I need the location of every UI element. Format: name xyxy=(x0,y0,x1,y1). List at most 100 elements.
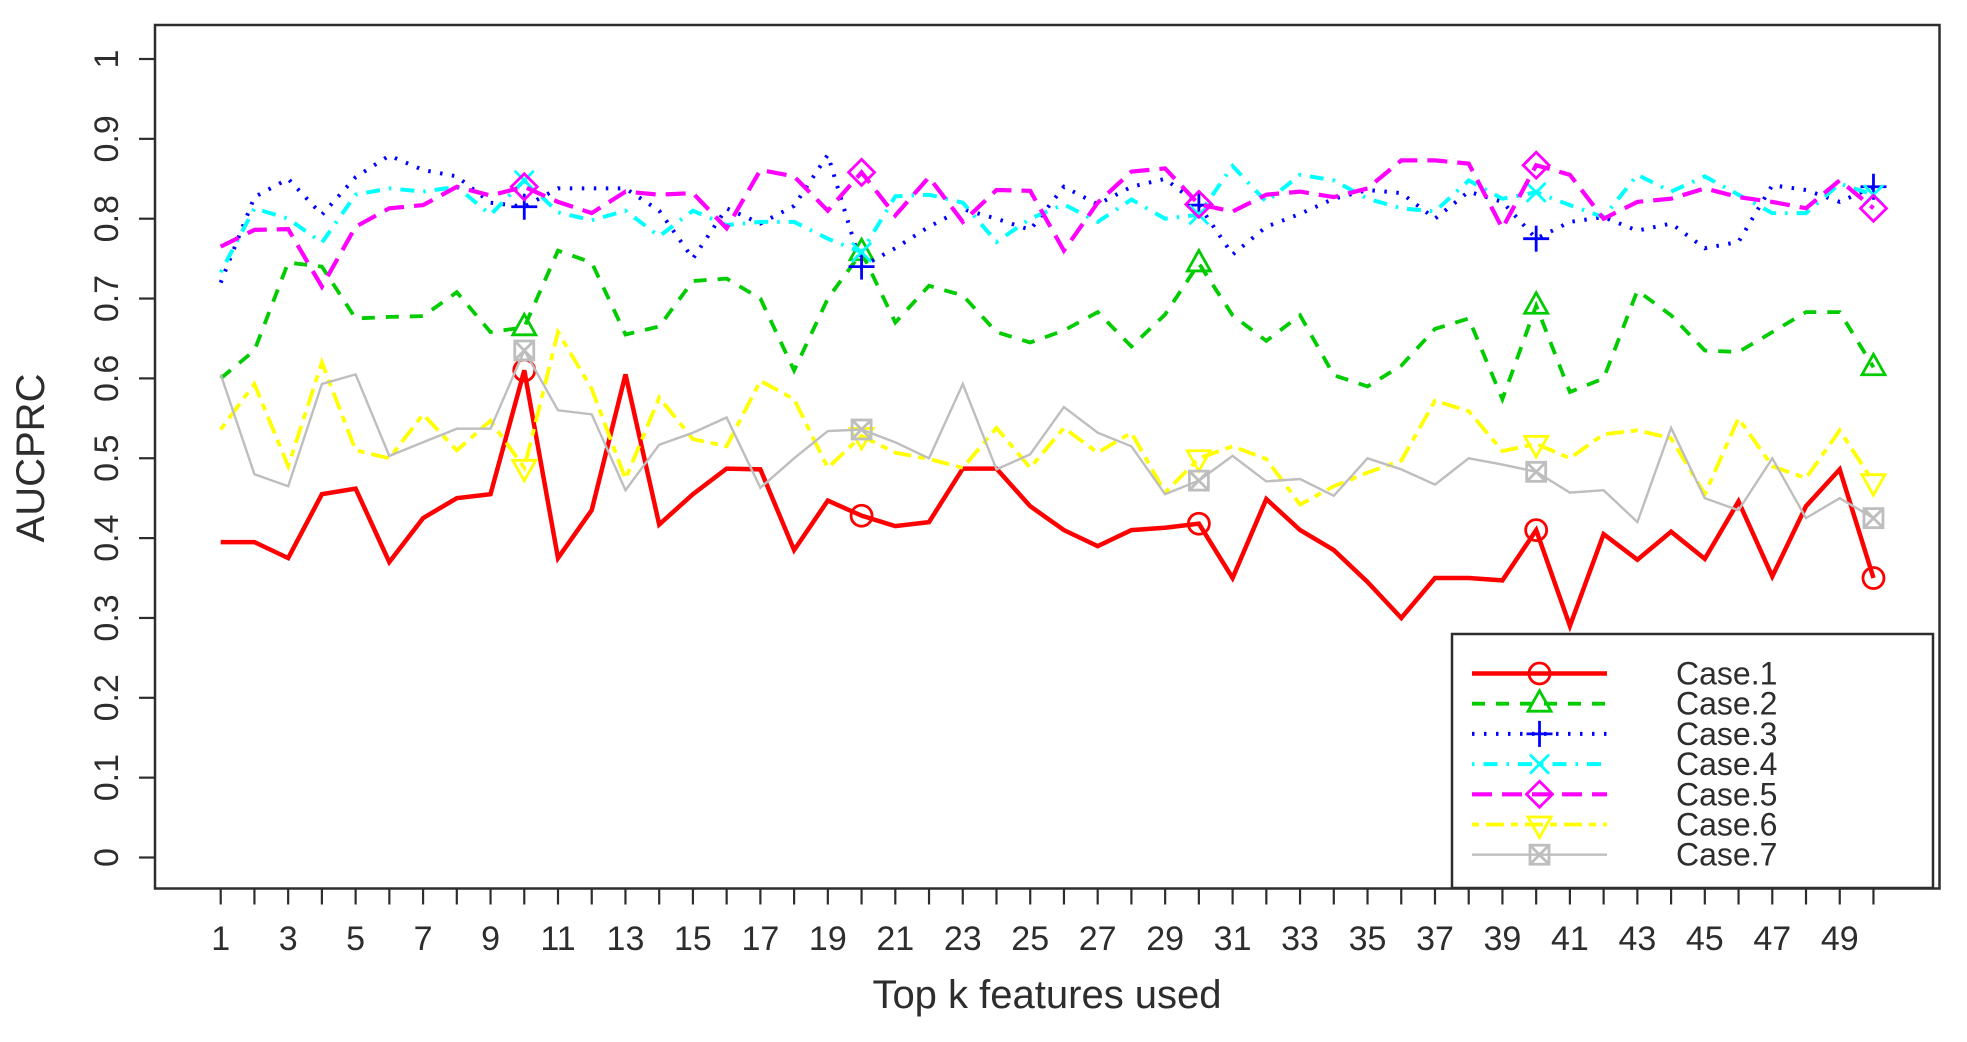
x-tick-label: 21 xyxy=(876,920,914,958)
x-cross-marker xyxy=(851,241,873,263)
series-markers-Case.6 xyxy=(510,426,1888,499)
series-line-Case.5 xyxy=(219,158,1875,291)
series-line-Case.4 xyxy=(218,162,1875,274)
x-tick-label: 45 xyxy=(1686,920,1724,958)
legend-entry-Case.4: Case.4 xyxy=(1472,746,1777,782)
legend-entry-Case.3: Case.3 xyxy=(1472,716,1777,752)
triangle-up-marker xyxy=(1525,687,1554,713)
triangle-up-marker xyxy=(510,311,539,337)
data-series xyxy=(218,150,1889,633)
triangle-down-marker xyxy=(1184,449,1213,475)
diamond-marker xyxy=(1858,193,1889,224)
triangle-up-marker xyxy=(1522,289,1551,315)
axes: 1 3 5 7 9 11 13 15 17 19 21 23 25 27 29 31 33 35 37 39 41 43 4… xyxy=(88,23,1941,958)
diamond-marker xyxy=(509,171,540,202)
y-tick-label: 0.7 xyxy=(88,275,126,322)
x-tick-label: 29 xyxy=(1146,920,1184,958)
x-tick-label: 31 xyxy=(1214,920,1252,958)
square-x-marker xyxy=(513,339,536,362)
x-tick-label: 7 xyxy=(414,920,433,958)
x-tick-label: 13 xyxy=(607,920,645,958)
x-tick-label: 35 xyxy=(1349,920,1387,958)
legend-label: Case.2 xyxy=(1676,686,1777,722)
legend-label: Case.1 xyxy=(1676,656,1777,692)
square-x-marker xyxy=(1862,507,1885,530)
x-tick-label: 25 xyxy=(1011,920,1049,958)
y-tick-label: 0.9 xyxy=(88,115,126,162)
x-tick-label: 41 xyxy=(1551,920,1589,958)
y-tick-label: 0.1 xyxy=(88,754,126,801)
square-x-marker xyxy=(1525,460,1548,483)
y-tick-label: 0.6 xyxy=(88,355,126,402)
triangle-up-marker xyxy=(1184,247,1213,273)
x-cross-marker xyxy=(1188,204,1210,226)
plus-marker xyxy=(848,253,875,280)
square-x-marker xyxy=(850,418,873,441)
diamond-marker xyxy=(846,157,877,188)
circle-marker xyxy=(849,503,874,528)
legend-label: Case.6 xyxy=(1676,807,1777,843)
legend: Case.1Case.2Case.3Case.4Case.5Case.6Case… xyxy=(1450,632,1935,890)
triangle-up-marker xyxy=(1859,351,1888,377)
y-tick-label: 0.3 xyxy=(88,594,126,641)
legend-label: Case.7 xyxy=(1676,837,1777,873)
legend-label: Case.3 xyxy=(1676,716,1777,752)
legend-entry-Case.5: Case.5 xyxy=(1472,776,1777,812)
series-line-Case.3 xyxy=(218,150,1875,284)
series-markers-Case.2 xyxy=(510,236,1888,377)
x-tick-label: 49 xyxy=(1821,920,1859,958)
y-tick-label: 0 xyxy=(88,848,126,867)
series-markers-Case.7 xyxy=(513,339,1885,530)
legend-label: Case.5 xyxy=(1676,776,1777,812)
circle-marker xyxy=(1861,566,1886,590)
series-line-Case.7 xyxy=(219,347,1875,525)
y-tick-label: 0.8 xyxy=(88,195,126,242)
circle-marker xyxy=(1186,511,1211,536)
legend-label: Case.4 xyxy=(1676,746,1777,782)
x-axis-title: Top k features used xyxy=(872,973,1221,1017)
x-tick-label: 3 xyxy=(279,920,298,958)
x-cross-marker xyxy=(513,169,535,191)
x-tick-label: 19 xyxy=(809,920,847,958)
x-tick-label: 9 xyxy=(481,920,500,958)
x-cross-marker xyxy=(1529,753,1550,775)
plus-marker xyxy=(1523,225,1550,252)
x-cross-marker xyxy=(1525,181,1547,203)
x-tick-label: 39 xyxy=(1484,920,1522,958)
x-tick-label: 11 xyxy=(540,920,575,958)
diamond-marker xyxy=(1521,150,1552,181)
circle-marker xyxy=(1524,518,1549,543)
x-tick-label: 23 xyxy=(944,920,982,958)
plus-marker xyxy=(511,193,538,220)
legend-entry-Case.2: Case.2 xyxy=(1472,686,1777,722)
series-line-Case.1 xyxy=(220,369,1876,633)
legend-entry-Case.1: Case.1 xyxy=(1472,656,1777,692)
series-markers-Case.5 xyxy=(509,150,1889,224)
x-tick-label: 47 xyxy=(1753,920,1791,958)
x-tick-label: 5 xyxy=(346,920,365,958)
diamond-marker xyxy=(1524,779,1555,810)
y-tick-label: 0.5 xyxy=(88,435,126,482)
y-tick-label: 1 xyxy=(88,50,126,69)
y-axis-title: AUCPRC xyxy=(9,374,53,543)
legend-entry-Case.7: Case.7 xyxy=(1472,837,1777,873)
x-tick-label: 43 xyxy=(1618,920,1656,958)
x-tick-label: 1 xyxy=(211,920,230,958)
triangle-down-marker xyxy=(510,458,539,484)
x-tick-label: 27 xyxy=(1079,920,1117,958)
plot-box xyxy=(153,23,1941,890)
square-x-marker xyxy=(1528,843,1551,866)
plus-marker xyxy=(1526,720,1553,747)
y-tick-label: 0.2 xyxy=(88,674,126,721)
diamond-marker xyxy=(1183,189,1214,220)
series-line-Case.2 xyxy=(219,248,1876,405)
x-tick-label: 15 xyxy=(674,920,712,958)
triangle-down-marker xyxy=(1525,815,1554,841)
x-tick-label: 17 xyxy=(741,920,779,958)
square-x-marker xyxy=(1187,469,1210,492)
triangle-down-marker xyxy=(1522,434,1551,460)
y-tick-label: 0.4 xyxy=(88,514,126,561)
x-tick-label: 33 xyxy=(1281,920,1319,958)
